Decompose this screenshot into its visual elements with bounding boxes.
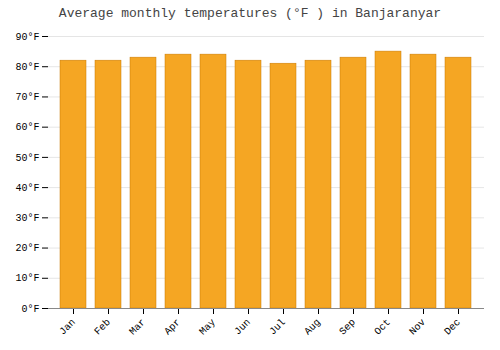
svg-text:20°F: 20°F xyxy=(15,243,39,254)
svg-text:40°F: 40°F xyxy=(15,183,39,194)
svg-text:50°F: 50°F xyxy=(15,153,39,164)
svg-text:60°F: 60°F xyxy=(15,122,39,133)
svg-text:0°F: 0°F xyxy=(21,304,39,315)
svg-text:Jul: Jul xyxy=(267,317,288,338)
svg-text:Apr: Apr xyxy=(162,317,183,338)
svg-text:30°F: 30°F xyxy=(15,213,39,224)
svg-text:Aug: Aug xyxy=(302,317,323,338)
html-text:Average monthly temperatures (: Average monthly temperatures (°F ) in Ba… xyxy=(58,6,442,21)
svg-text:80°F: 80°F xyxy=(15,62,39,73)
svg-text:Sep: Sep xyxy=(337,317,358,338)
svg-text:Oct: Oct xyxy=(372,317,393,338)
svg-text:Nov: Nov xyxy=(407,317,428,338)
svg-text:Feb: Feb xyxy=(92,317,113,338)
svg-text:10°F: 10°F xyxy=(15,273,39,284)
svg-text:Dec: Dec xyxy=(442,317,463,338)
svg-text:Jan: Jan xyxy=(57,317,78,338)
svg-text:Jun: Jun xyxy=(232,317,253,338)
svg-text:May: May xyxy=(197,317,218,338)
svg-text:Mar: Mar xyxy=(127,317,148,338)
svg-text:70°F: 70°F xyxy=(15,92,39,103)
svg-text:90°F: 90°F xyxy=(15,32,39,43)
